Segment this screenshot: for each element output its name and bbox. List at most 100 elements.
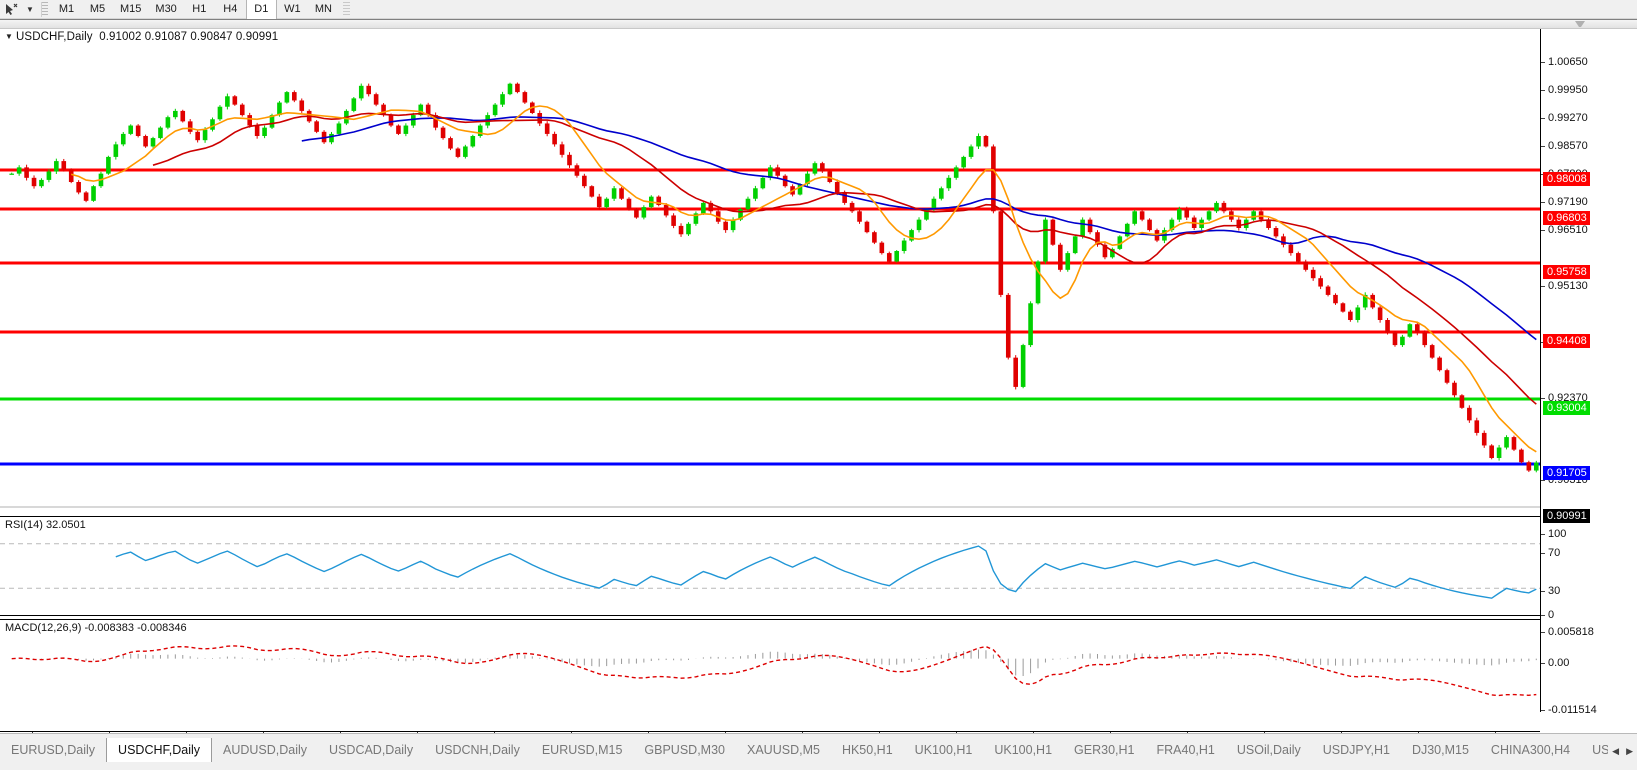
candle-body (314, 121, 319, 132)
macd-pane[interactable]: MACD(12,26,9) -0.008383 -0.008346 (0, 619, 1540, 712)
candle-body (381, 104, 386, 116)
chart-tab-usdcad-daily[interactable]: USDCAD,Daily (329, 743, 414, 757)
candle-body (604, 198, 609, 208)
candle-body (158, 127, 163, 139)
chart-tab-audusd-daily[interactable]: AUDUSD,Daily (223, 743, 308, 757)
candle-body (834, 182, 840, 193)
chart-tab-usdjpy-h1[interactable]: USDJPY,H1 (1322, 743, 1390, 757)
candle-body (671, 215, 676, 226)
last-price-badge[interactable]: 0.90991 (1543, 509, 1590, 523)
candle-body (1028, 303, 1033, 346)
candle-body (373, 94, 379, 105)
timeframe-m1[interactable]: M1 (58, 3, 75, 15)
rsi-line (115, 545, 1537, 599)
chart-tab-usdchf-daily[interactable]: USDCHF,Daily (106, 738, 212, 762)
chart-tab-ger30-h1[interactable]: GER30,H1 (1074, 743, 1135, 757)
candle-body (552, 133, 557, 145)
resistance-level-94408[interactable]: 0.94408 (1543, 334, 1590, 348)
chevron-left-icon[interactable]: ◀ (1612, 745, 1620, 756)
rsi-tick-100: 100 (1541, 528, 1566, 540)
crosshair-cursor-icon[interactable] (0, 1, 22, 18)
candle-body (745, 198, 751, 210)
candle-body (1474, 420, 1480, 433)
candle-body (411, 115, 416, 126)
timeframe-m30[interactable]: M30 (155, 3, 177, 15)
candle-body (924, 209, 929, 220)
candle-body (135, 125, 141, 136)
price-pane[interactable]: ▼ USDCHF,Daily 0.91002 0.91087 0.90847 0.… (0, 29, 1540, 514)
chart-tab-usoil-daily[interactable]: USOil,Daily (1236, 743, 1301, 757)
chart-tab-usdcnh-daily[interactable]: USDCNH,Daily (435, 743, 520, 757)
price-axis[interactable]: 1.00650 0.99950 0.99270 0.98570 0.97890 … (1540, 29, 1637, 716)
chart-tab-eurusd-m15[interactable]: EURUSD,M15 (541, 743, 623, 757)
candle-body (1429, 345, 1435, 358)
candle-body (292, 92, 297, 101)
chart-tab-usoil-h[interactable]: USOil,H (1592, 743, 1609, 757)
chart-tab-hk50-h1[interactable]: HK50,H1 (841, 743, 893, 757)
chart-tab-eurusd-daily[interactable]: EURUSD,Daily (11, 743, 96, 757)
chevron-down-icon[interactable]: ▼ (26, 4, 34, 14)
candlestick-series (9, 82, 1539, 473)
chart-tab-dj30-m15[interactable]: DJ30,M15 (1411, 743, 1469, 757)
candle-body (433, 115, 438, 128)
candle-body (1117, 236, 1123, 249)
chart-tab-xauusd-m5[interactable]: XAUUSD,M5 (747, 743, 820, 757)
timeframe-h1[interactable]: H1 (192, 3, 207, 15)
candle-body (68, 169, 74, 182)
candle-body (202, 129, 208, 141)
timeframe-m15[interactable]: M15 (120, 3, 142, 15)
candle-body (1058, 244, 1063, 270)
chart-tab-china300-h4[interactable]: CHINA300,H4 (1490, 743, 1571, 757)
chart-tab-uk100-h1[interactable]: UK100,H1 (994, 743, 1053, 757)
resistance-level-95758[interactable]: 0.95758 (1543, 265, 1590, 279)
chevron-right-icon[interactable]: ▶ (1626, 745, 1633, 756)
chart-tab-gbpusd-m30[interactable]: GBPUSD,M30 (644, 743, 725, 757)
candle-body (1139, 211, 1145, 220)
candle-body (366, 85, 371, 95)
level-91705[interactable]: 0.91705 (1543, 466, 1590, 480)
candle-body (500, 94, 505, 105)
toolbar-end-grip[interactable] (342, 1, 350, 17)
chart-symbol-label: ▼ USDCHF,Daily 0.91002 0.91087 0.90847 0.… (5, 31, 278, 43)
rsi-pane[interactable]: RSI(14) 32.0501 (0, 516, 1540, 616)
candle-body (998, 211, 1004, 295)
chart-horizontal-scrollbar[interactable] (0, 20, 1637, 29)
candle-body (767, 167, 773, 178)
timeframe-w1[interactable]: W1 (284, 3, 301, 15)
candle-body (269, 115, 275, 128)
support-level-93004[interactable]: 0.93004 (1543, 401, 1590, 415)
candle-body (1236, 219, 1242, 228)
candle-body (693, 213, 699, 224)
candle-body (61, 161, 67, 170)
candle-body (396, 125, 401, 134)
chart-tab-uk100-h1[interactable]: UK100,H1 (914, 743, 973, 757)
candle-body (596, 196, 602, 208)
macd-signal-line (11, 645, 1537, 697)
candle-body (1496, 447, 1502, 458)
scroll-thumb-icon[interactable] (1575, 21, 1585, 28)
candle-body (961, 156, 966, 168)
timeframe-m5[interactable]: M5 (89, 3, 106, 15)
candle-body (849, 202, 855, 212)
candle-body (106, 156, 111, 174)
candle-body (775, 167, 781, 176)
candle-body (46, 171, 52, 180)
timeframe-h4[interactable]: H4 (223, 3, 238, 15)
triangle-down-icon[interactable]: ▼ (5, 32, 14, 42)
candle-body (448, 138, 453, 149)
timeframe-mn[interactable]: MN (314, 3, 332, 15)
chart-tab-fra40-h1[interactable]: FRA40,H1 (1156, 743, 1215, 757)
candle-body (641, 207, 647, 218)
timeframe-d1[interactable]: D1 (245, 0, 277, 19)
candle-body (24, 167, 29, 178)
rsi-plot (0, 543, 1540, 599)
candle-body (1065, 253, 1071, 270)
candle-body (31, 177, 37, 187)
candle-body (916, 219, 922, 231)
candle-body (358, 85, 364, 99)
candle-body (1444, 370, 1450, 383)
resistance-level-96803[interactable]: 0.96803 (1543, 211, 1590, 225)
resistance-level-98008[interactable]: 0.98008 (1543, 172, 1590, 186)
toolbar-grip[interactable] (41, 1, 48, 17)
